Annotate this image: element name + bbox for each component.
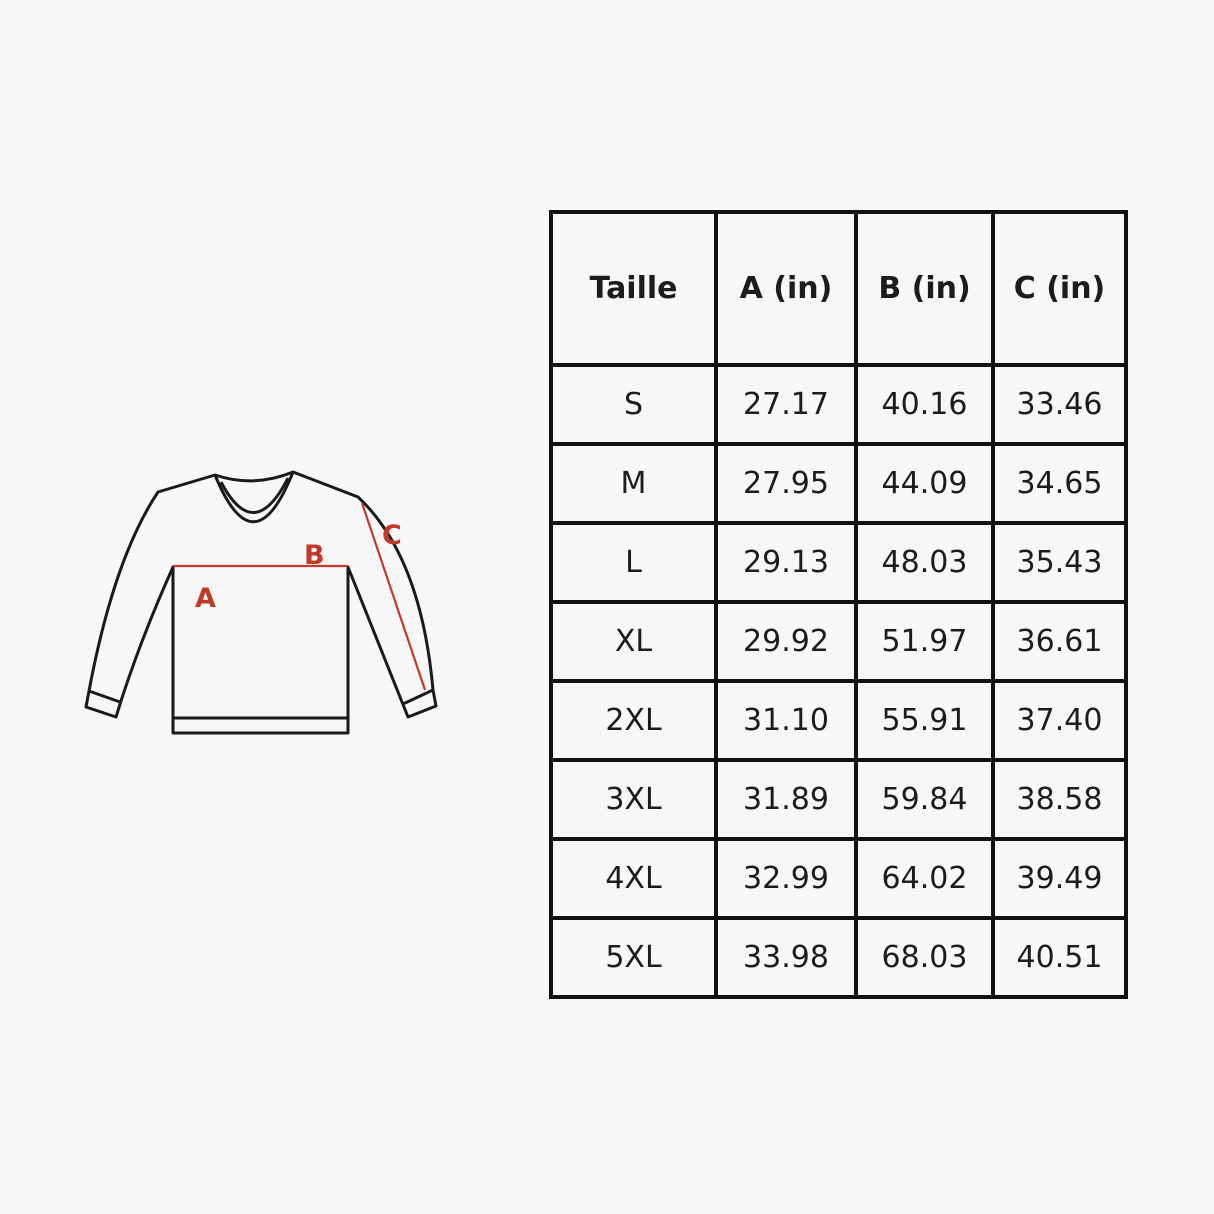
value-cell: 64.02 — [854, 837, 995, 920]
size-cell: S — [549, 363, 718, 446]
col-header-b: B (in) — [854, 210, 995, 367]
value-cell: 36.61 — [991, 600, 1128, 683]
collar-outer-arc — [213, 471, 295, 524]
table-row: 5XL 33.98 68.03 40.51 — [549, 916, 1128, 999]
col-header-a: A (in) — [714, 210, 858, 367]
value-cell: 33.98 — [714, 916, 858, 999]
value-cell: 48.03 — [854, 521, 995, 604]
value-cell: 33.46 — [991, 363, 1128, 446]
value-cell: 34.65 — [991, 442, 1128, 525]
sleeve-measure-line — [360, 502, 427, 691]
value-cell: 32.99 — [714, 837, 858, 920]
table-row: S 27.17 40.16 33.46 — [549, 363, 1128, 446]
table-row: 2XL 31.10 55.91 37.40 — [549, 679, 1128, 762]
value-cell: 35.43 — [991, 521, 1128, 604]
collar-inner-arc — [219, 477, 290, 514]
size-cell: M — [549, 442, 718, 525]
measure-label-c: C — [382, 520, 402, 551]
value-cell: 44.09 — [854, 442, 995, 525]
table-row: M 27.95 44.09 34.65 — [549, 442, 1128, 525]
value-cell: 31.10 — [714, 679, 858, 762]
size-cell: 3XL — [549, 758, 718, 841]
size-cell: 2XL — [549, 679, 718, 762]
value-cell: 39.49 — [991, 837, 1128, 920]
size-cell: 5XL — [549, 916, 718, 999]
size-cell: 4XL — [549, 837, 718, 920]
value-cell: 29.13 — [714, 521, 858, 604]
measure-label-a: A — [195, 583, 216, 614]
col-header-c: C (in) — [991, 210, 1128, 367]
value-cell: 40.16 — [854, 363, 995, 446]
header-row: Taille A (in) B (in) C (in) — [549, 210, 1128, 367]
value-cell: 37.40 — [991, 679, 1128, 762]
value-cell: 31.89 — [714, 758, 858, 841]
value-cell: 29.92 — [714, 600, 858, 683]
garment-diagram: A B C — [84, 470, 438, 735]
table-row: 3XL 31.89 59.84 38.58 — [549, 758, 1128, 841]
right-cuff-seam — [402, 688, 434, 706]
value-cell: 40.51 — [991, 916, 1128, 999]
table-row: XL 29.92 51.97 36.61 — [549, 600, 1128, 683]
value-cell: 59.84 — [854, 758, 995, 841]
size-chart-table: Taille A (in) B (in) C (in) S 27.17 40.1… — [549, 210, 1128, 999]
value-cell: 27.95 — [714, 442, 858, 525]
size-cell: L — [549, 521, 718, 604]
table-row: L 29.13 48.03 35.43 — [549, 521, 1128, 604]
left-cuff-seam — [88, 689, 121, 704]
value-cell: 38.58 — [991, 758, 1128, 841]
table-row: 4XL 32.99 64.02 39.49 — [549, 837, 1128, 920]
measure-label-b: B — [304, 540, 325, 571]
value-cell: 27.17 — [714, 363, 858, 446]
value-cell: 51.97 — [854, 600, 995, 683]
size-cell: XL — [549, 600, 718, 683]
col-header-taille: Taille — [549, 210, 718, 367]
value-cell: 68.03 — [854, 916, 995, 999]
value-cell: 55.91 — [854, 679, 995, 762]
